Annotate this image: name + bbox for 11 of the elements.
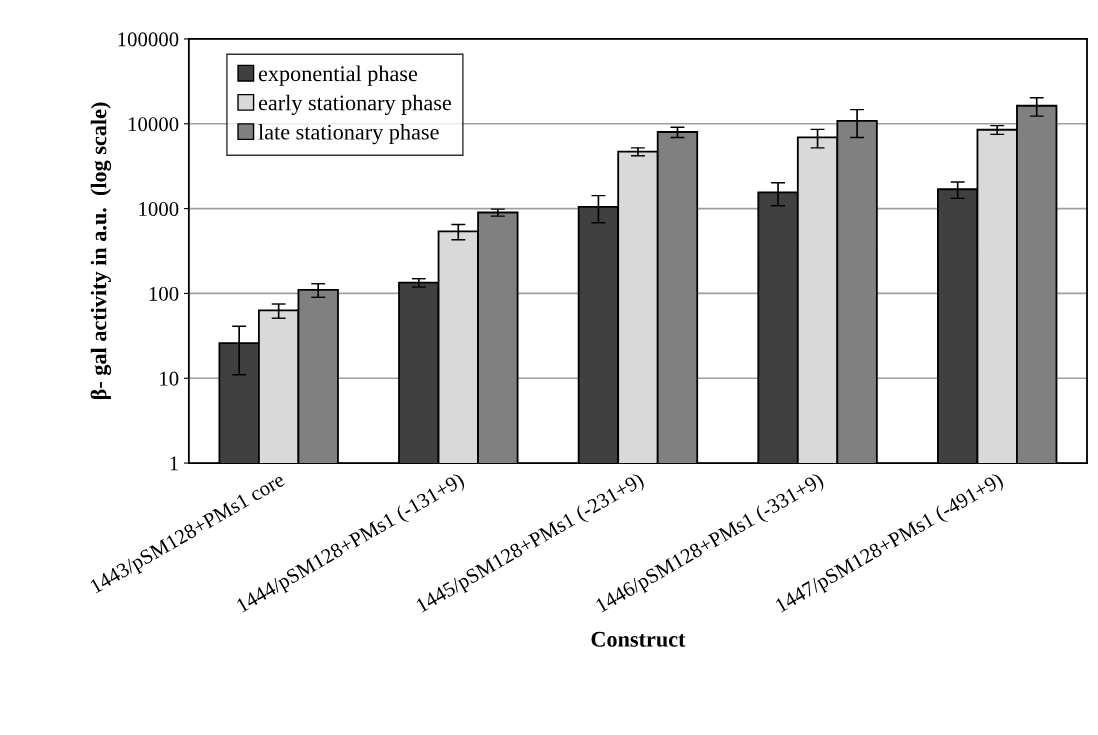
y-tick-label: 10000 [128, 117, 179, 132]
y-tick-label: 100000 [118, 32, 179, 47]
x-axis-title: Construct [591, 631, 686, 647]
y-tick-label: 10 [160, 371, 179, 386]
legend-label: exponential phase [258, 65, 418, 86]
y-tick-label: 100 [149, 286, 179, 301]
y-tick-label: 1000 [139, 201, 179, 217]
y-axis-title: β- gal activity in a.u. (log scale) [90, 102, 112, 400]
legend-label: late stationary phase [258, 123, 439, 145]
legend-label: early stationary phase [258, 94, 451, 115]
y-tick-label: 1 [170, 456, 178, 471]
